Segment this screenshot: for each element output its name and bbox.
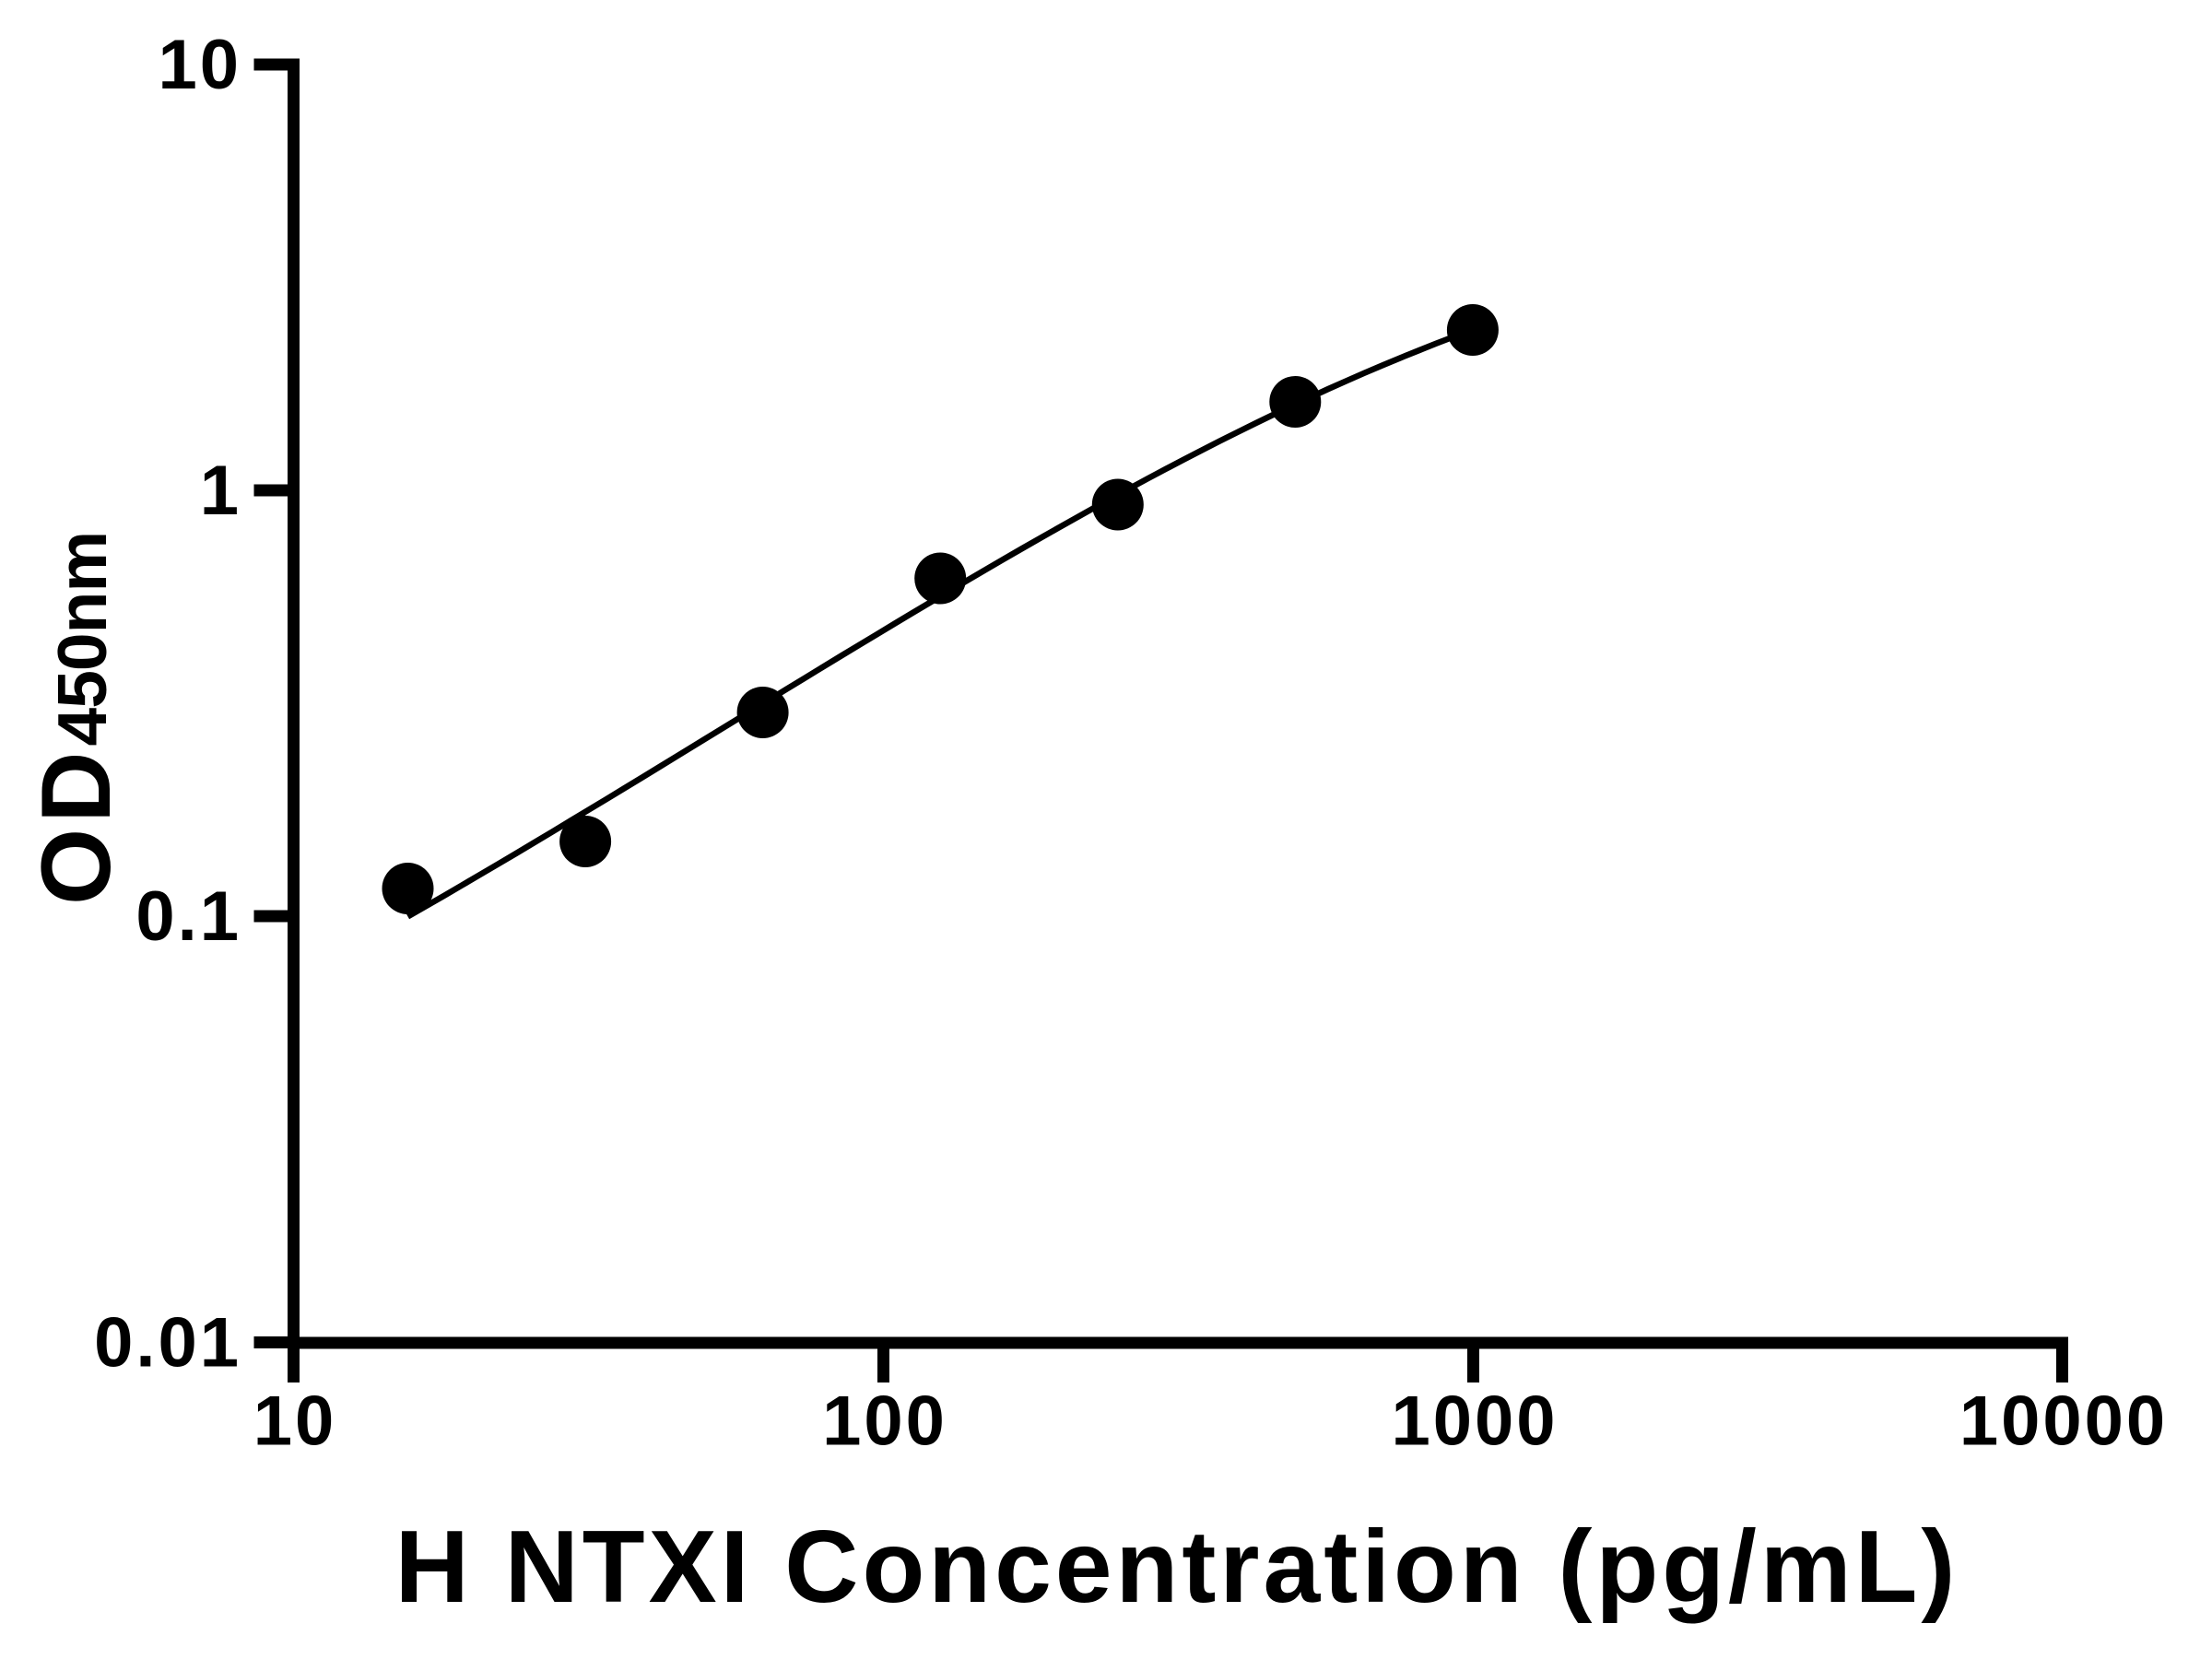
- svg-text:1000: 1000: [1391, 1382, 1558, 1461]
- svg-text:1: 1: [200, 452, 241, 530]
- svg-text:0.01: 0.01: [94, 1304, 241, 1382]
- svg-text:0.1: 0.1: [135, 877, 241, 956]
- svg-text:10: 10: [253, 1382, 337, 1461]
- svg-text:100: 100: [822, 1382, 947, 1461]
- svg-text:H NTXI Concentration (pg/mL): H NTXI Concentration (pg/mL): [395, 1510, 1959, 1624]
- svg-text:10: 10: [158, 26, 241, 104]
- svg-text:10000: 10000: [1959, 1382, 2168, 1461]
